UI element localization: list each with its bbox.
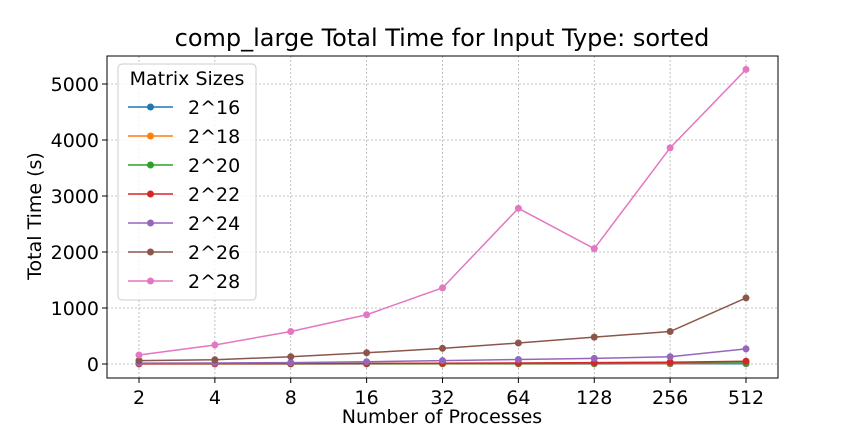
legend-swatch-marker — [147, 248, 154, 256]
legend-label: 2^24 — [188, 213, 240, 235]
legend-label: 2^22 — [188, 184, 240, 206]
legend-items: 2^16 2^18 2^20 2^22 2^24 2^26 2^28 — [128, 97, 240, 293]
series-layer — [135, 65, 750, 368]
legend-item: 2^16 — [128, 97, 240, 119]
series-2^26 — [135, 294, 750, 365]
legend-label: 2^18 — [188, 126, 240, 148]
data-point — [135, 351, 143, 359]
legend-swatch-marker — [147, 161, 154, 169]
data-point — [666, 328, 674, 336]
data-point — [666, 358, 674, 366]
x-tick-label: 2 — [133, 387, 145, 409]
x-tick-label: 16 — [355, 387, 379, 409]
data-point — [590, 354, 598, 362]
y-tick-label: 0 — [87, 354, 99, 376]
legend-swatch-marker — [147, 277, 154, 285]
data-point — [666, 353, 674, 361]
data-point — [742, 65, 750, 73]
data-point — [590, 333, 598, 341]
legend-label: 2^26 — [188, 242, 240, 264]
x-tick-label: 32 — [430, 387, 454, 409]
legend-swatch-marker — [147, 132, 154, 140]
data-point — [135, 357, 143, 365]
x-tick-label: 512 — [728, 387, 764, 409]
y-tick-label: 1000 — [51, 298, 99, 320]
y-tick-label: 3000 — [51, 186, 99, 208]
legend-item: 2^20 — [128, 155, 240, 177]
x-axis-label: Number of Processes — [342, 406, 542, 428]
chart-title: comp_large Total Time for Input Type: so… — [175, 24, 710, 52]
legend-item: 2^18 — [128, 126, 240, 148]
y-axis-ticks: 0 1000 2000 3000 4000 5000 — [51, 74, 107, 376]
data-point — [742, 345, 750, 353]
data-point — [514, 356, 522, 364]
data-point — [439, 284, 446, 292]
x-tick-label: 8 — [285, 387, 297, 409]
data-point — [742, 357, 750, 365]
x-axis-ticks: 2 4 8 16 32 64 128 256 512 — [133, 378, 764, 409]
legend-item: 2^22 — [128, 184, 240, 206]
data-point — [287, 328, 295, 336]
legend-item: 2^26 — [128, 242, 240, 264]
data-point — [742, 294, 750, 302]
y-tick-label: 2000 — [51, 242, 99, 264]
legend-swatch-marker — [147, 103, 154, 111]
y-tick-label: 4000 — [51, 130, 99, 152]
data-point — [363, 358, 371, 366]
data-point — [211, 356, 219, 364]
x-tick-label: 4 — [209, 387, 221, 409]
legend-swatch-marker — [147, 190, 154, 198]
legend-title: Matrix Sizes — [130, 68, 245, 90]
data-point — [514, 204, 522, 212]
y-axis-label: Total Time (s) — [24, 152, 46, 281]
data-point — [287, 359, 295, 367]
x-tick-label: 128 — [576, 387, 612, 409]
data-point — [363, 311, 371, 319]
data-point — [439, 357, 446, 365]
legend-swatch-marker — [147, 219, 154, 227]
legend: Matrix Sizes 2^16 2^18 2^20 2^22 2^24 2^26 2^2… — [117, 63, 257, 301]
data-point — [211, 341, 219, 349]
legend-label: 2^16 — [188, 97, 240, 119]
legend-label: 2^28 — [188, 271, 240, 293]
data-point — [514, 339, 522, 347]
legend-item: 2^24 — [128, 213, 240, 235]
x-tick-label: 64 — [506, 387, 530, 409]
data-point — [590, 245, 598, 253]
data-point — [287, 353, 295, 361]
x-tick-label: 256 — [652, 387, 688, 409]
y-tick-label: 5000 — [51, 74, 99, 96]
data-point — [666, 144, 674, 152]
legend-box — [117, 63, 257, 301]
data-point — [363, 349, 371, 357]
data-point — [439, 344, 446, 352]
legend-label: 2^20 — [188, 155, 240, 177]
legend-item: 2^28 — [128, 271, 240, 293]
series-2^28 — [135, 65, 750, 359]
